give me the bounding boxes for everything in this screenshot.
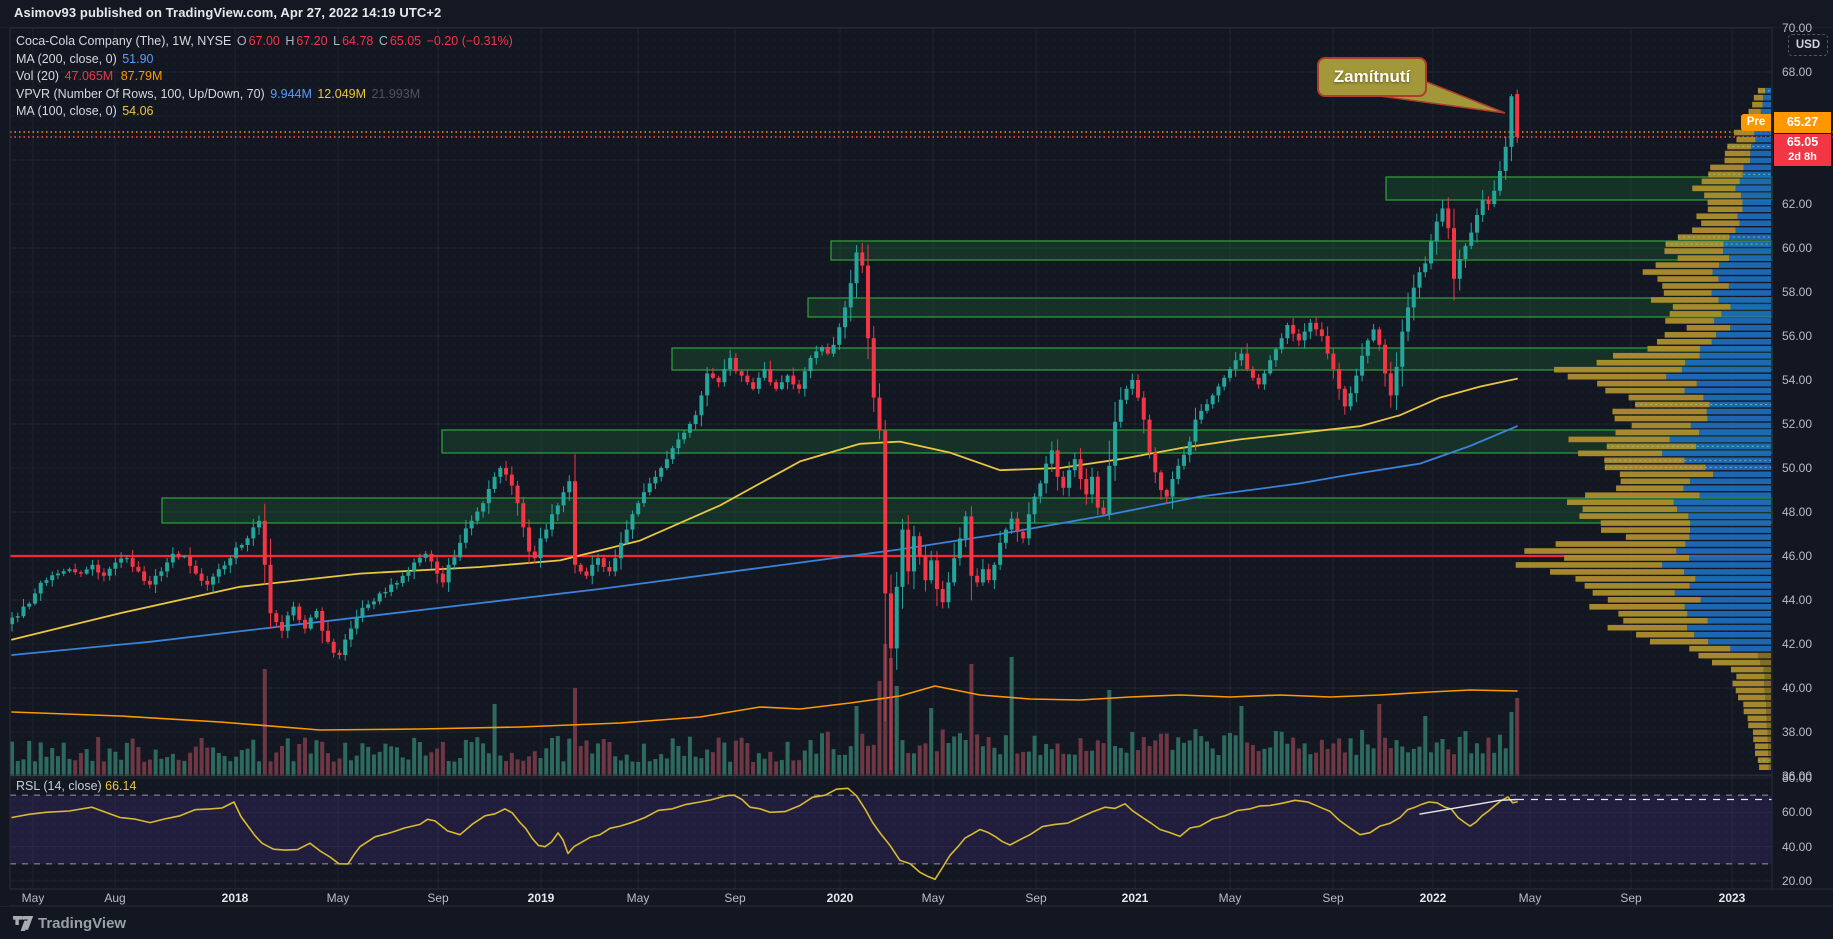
legend-segment: L [329, 34, 341, 48]
legend-volume-row[interactable]: Vol (20) 47.065M 87.79M [16, 68, 515, 86]
time-axis-label[interactable]: Sep [1025, 891, 1047, 905]
rsi-ma-line [1419, 798, 1518, 815]
volume-bars [10, 644, 1520, 776]
publish-text: Asimov93 published on TradingView.com, A… [14, 5, 442, 20]
time-axis-label[interactable]: May [21, 891, 45, 905]
price-axis-label[interactable]: 44.00 [1782, 593, 1813, 607]
candlesticks [10, 89, 1520, 771]
time-axis-label[interactable]: May [626, 891, 650, 905]
legend-segment: C [375, 34, 388, 48]
legend-segment: 21.993M [371, 86, 421, 101]
legend-segment: 67.00 [248, 34, 280, 48]
price-axis-label[interactable]: 42.00 [1782, 637, 1813, 651]
legend-segment: 64.78 [342, 34, 374, 48]
legend-segment: 67.20 [296, 34, 328, 48]
price-axis-label[interactable]: 56.00 [1782, 329, 1813, 343]
time-axis-label[interactable]: May [1218, 891, 1242, 905]
legend-segment: 12.049M [317, 86, 370, 101]
rsi-axis-label[interactable]: 80.00 [1782, 771, 1813, 785]
time-axis-label[interactable]: 2023 [1718, 891, 1746, 905]
supply-zone[interactable] [807, 297, 1773, 318]
rejection-callout[interactable]: Zamítnutí [1317, 57, 1427, 97]
legend-segment: 9.944M [270, 86, 316, 101]
bar-countdown: 2d 8h [1788, 151, 1817, 163]
price-axis-label[interactable]: 54.00 [1782, 373, 1813, 387]
indicator-legend[interactable]: Coca-Cola Company (The), 1W, NYSE O 67.00… [16, 33, 515, 121]
time-axis-label[interactable]: May [326, 891, 350, 905]
time-axis-label[interactable]: Aug [104, 891, 126, 905]
tradingview-brand[interactable]: TradingView [38, 915, 127, 932]
price-axis-label[interactable]: 40.00 [1782, 681, 1813, 695]
rsi-axis-label[interactable]: 40.00 [1782, 839, 1813, 854]
last-price-value: 65.05 [1786, 135, 1819, 149]
time-axis-label[interactable]: May [1518, 891, 1542, 905]
rsi-axis-label[interactable]: 20.00 [1782, 874, 1813, 889]
legend-segment: −0.20 (−0.31%) [423, 34, 513, 48]
time-axis-label[interactable]: 2018 [221, 891, 249, 905]
price-axis-label[interactable]: 60.00 [1782, 241, 1813, 255]
pre-market-badge: Pre [1741, 114, 1771, 131]
legend-segment: Coca-Cola Company (The), 1W, NYSE [16, 34, 232, 48]
price-axis-label[interactable]: 50.00 [1782, 461, 1813, 475]
rsi-band [10, 794, 1772, 865]
time-axis-label[interactable]: 2020 [826, 891, 854, 905]
legend-symbol-row[interactable]: Coca-Cola Company (The), 1W, NYSE O 67.00… [16, 33, 515, 51]
legend-segment: MA (100, close, 0) [16, 104, 121, 119]
ma100-line [11, 377, 1518, 641]
legend-segment: 51.90 [122, 51, 154, 66]
time-axis-label[interactable]: 2021 [1121, 891, 1149, 905]
rsi-axis-label[interactable]: 60.00 [1782, 805, 1813, 820]
vpvr-profile [1515, 87, 1771, 770]
footer-bar: TradingView [0, 906, 1833, 939]
legend-segment: O [233, 34, 247, 48]
legend-ma100-row[interactable]: MA (100, close, 0) 54.06 [16, 103, 515, 121]
price-axis-label[interactable]: 48.00 [1782, 505, 1813, 519]
legend-segment: 87.79M [120, 69, 163, 84]
legend-ma200-row[interactable]: MA (200, close, 0) 51.90 [16, 51, 515, 69]
volume-ma-line [11, 685, 1518, 731]
time-axis-label[interactable]: Sep [724, 891, 746, 905]
legend-segment: MA (200, close, 0) [16, 51, 121, 66]
price-axis-label[interactable]: 70.00 [1782, 21, 1813, 35]
price-axis-label[interactable]: 58.00 [1782, 285, 1813, 299]
price-axis-label[interactable]: 52.00 [1782, 417, 1813, 431]
legend-segment: 54.06 [122, 104, 154, 119]
legend-segment [115, 69, 118, 83]
time-axis-label[interactable]: Sep [427, 891, 449, 905]
pre-market-price-label: 65.27 [1774, 112, 1831, 133]
ma200-line [11, 425, 1518, 656]
price-axis-label[interactable]: 36.00 [1782, 769, 1813, 783]
legend-vpvr-row[interactable]: VPVR (Number Of Rows, 100, Up/Down, 70) … [16, 86, 515, 104]
price-axis-label[interactable]: 38.00 [1782, 725, 1813, 739]
time-axis-label[interactable]: Sep [1620, 891, 1642, 905]
tradingview-logo-icon[interactable] [13, 916, 35, 931]
currency-badge[interactable]: USD [1788, 34, 1828, 56]
time-axis-label[interactable]: May [921, 891, 945, 905]
rsl-legend-segment: RSL (14, close) [16, 779, 106, 793]
legend-segment: 47.065M [64, 69, 114, 84]
supply-zone[interactable] [671, 347, 1773, 371]
price-axis-label[interactable]: 62.00 [1782, 197, 1813, 211]
legend-segment: Vol (20) [16, 69, 63, 84]
price-axis-label[interactable]: 46.00 [1782, 549, 1813, 563]
last-price-label: 65.05 2d 8h [1774, 134, 1831, 166]
price-axis-label[interactable]: 68.00 [1782, 65, 1813, 79]
rsl-legend-segment: 66.14 [105, 779, 137, 793]
time-axis-label[interactable]: 2019 [527, 891, 555, 905]
supply-zone[interactable] [830, 240, 1773, 261]
legend-segment: VPVR (Number Of Rows, 100, Up/Down, 70) [16, 86, 269, 101]
legend-segment: H [281, 34, 295, 48]
time-axis-label[interactable]: 2022 [1419, 891, 1447, 905]
legend-segment: 65.05 [389, 34, 422, 48]
rsi-line [11, 787, 1518, 881]
time-axis-label[interactable]: Sep [1322, 891, 1344, 905]
rsl-indicator-legend[interactable]: RSL (14, close) 66.14 [16, 779, 136, 793]
